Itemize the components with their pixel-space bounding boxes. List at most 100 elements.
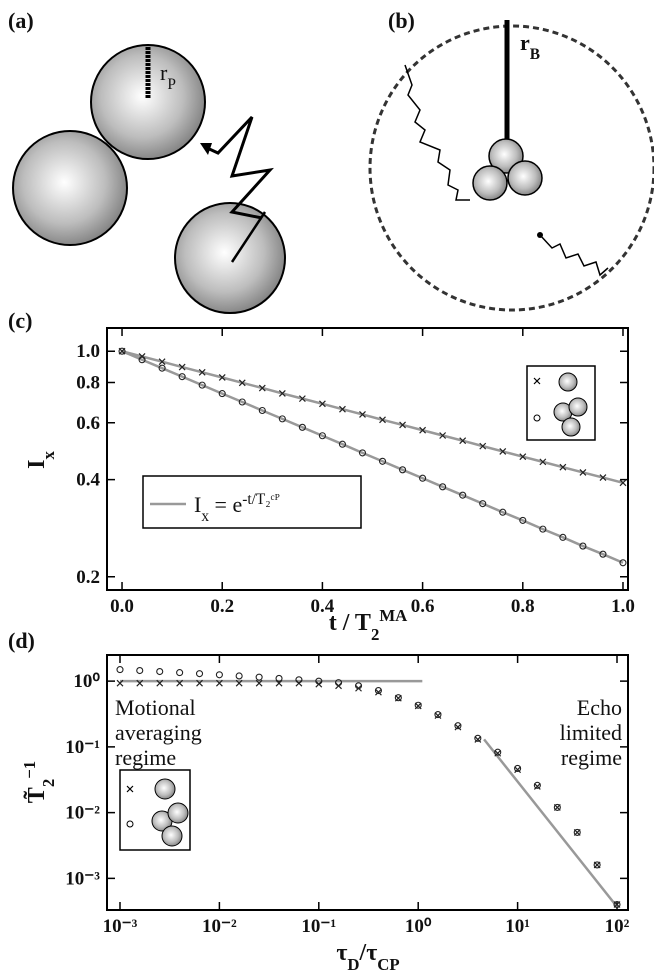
marker-cross <box>156 679 164 687</box>
marker-cross <box>399 421 406 429</box>
marker-circle <box>434 711 442 719</box>
annotation: averaging <box>115 720 202 745</box>
marker-circle <box>298 423 306 431</box>
marker-circle <box>318 432 326 440</box>
label-part: r <box>160 60 168 85</box>
marker-cross <box>375 688 382 696</box>
marker-cross <box>359 410 366 418</box>
marker-circle <box>414 701 422 709</box>
marker-circle <box>394 694 402 702</box>
marker-cross <box>454 723 462 731</box>
marker-circle <box>533 781 541 789</box>
marker-circle <box>258 406 266 415</box>
marker-cross <box>318 400 326 408</box>
marker-cross <box>218 374 226 381</box>
y-tick-label: 10⁻¹ <box>65 737 100 758</box>
legend-box <box>142 475 362 529</box>
label-part: = e <box>209 492 242 517</box>
marker-circle <box>334 679 343 687</box>
y-tick-label: 0.8 <box>76 372 100 393</box>
marker-circle <box>479 500 487 508</box>
y-tick-label: 10⁻² <box>65 803 100 824</box>
y-tick-label: 10⁻³ <box>65 868 100 889</box>
label-part: x <box>201 508 209 525</box>
marker-circle <box>374 686 382 695</box>
x-tick-label: 0.0 <box>110 596 134 617</box>
marker-circle <box>138 356 146 364</box>
marker-circle <box>499 508 507 516</box>
label-part: I <box>194 492 201 517</box>
x-tick-label: 10⁻² <box>202 916 237 937</box>
marker-cross <box>619 479 627 487</box>
marker-circle <box>354 682 363 690</box>
marker-circle <box>215 671 223 679</box>
marker-circle <box>218 390 226 398</box>
marker-circle <box>275 674 283 682</box>
marker-cross <box>439 432 447 439</box>
y-tick-label: 0.4 <box>76 470 100 491</box>
marker-cross <box>494 749 502 757</box>
marker-circle <box>198 381 206 389</box>
marker-cross <box>255 679 263 687</box>
marker-cross <box>178 363 186 371</box>
label-part: B <box>530 46 540 63</box>
panel-label: (c) <box>8 308 32 333</box>
marker-cross <box>339 405 346 413</box>
marker-cross <box>419 426 427 434</box>
marker-circle <box>178 373 186 381</box>
label-part: t / T <box>329 610 371 636</box>
asymptote <box>483 738 618 908</box>
label-part: MA <box>379 606 407 625</box>
marker-cross <box>298 395 306 403</box>
marker-circle <box>156 668 164 676</box>
label-part: I <box>24 460 50 469</box>
fit-line <box>121 349 624 485</box>
marker-circle <box>378 457 387 465</box>
x-tick-label: 0.8 <box>511 596 535 617</box>
marker-circle <box>315 677 323 685</box>
x-tick-label: 1.0 <box>611 596 635 617</box>
x-axis-label: t / T2MA <box>329 606 408 644</box>
marker-cross <box>533 783 541 790</box>
x-tick-label: 10⁻¹ <box>301 916 336 937</box>
marker-circle <box>235 672 243 680</box>
x-axis-label: τD/τCP <box>336 940 399 972</box>
marker-circle <box>176 669 184 677</box>
marker-circle <box>255 673 263 681</box>
label-part: τ <box>336 940 347 966</box>
plot-frame <box>106 654 629 911</box>
label-part: 2 <box>371 625 379 644</box>
marker-cross <box>459 437 467 445</box>
marker-cross <box>215 679 223 687</box>
marker-circle <box>278 415 286 423</box>
marker-cross <box>519 453 527 461</box>
marker-circle <box>599 550 607 558</box>
marker-circle <box>158 364 166 372</box>
marker-cross <box>158 358 166 366</box>
marker-circle <box>539 525 547 533</box>
marker-circle <box>514 764 522 772</box>
label-part: r <box>520 30 530 55</box>
panel-label: (a) <box>8 8 34 33</box>
y-axis-label: Ix <box>24 451 58 469</box>
y-axis-label: T̃2−1 <box>20 761 58 803</box>
label-part: -t/T₂ᶜᴾ <box>242 491 280 508</box>
label-part: 2 <box>39 779 58 787</box>
marker-cross <box>474 735 482 743</box>
marker-circle <box>579 542 587 550</box>
annotation: limited <box>560 720 622 745</box>
plot-frame <box>106 327 629 591</box>
fit-line <box>121 350 624 564</box>
marker-circle <box>593 861 601 869</box>
marker-circle <box>439 483 447 491</box>
annotation: Echo <box>577 695 622 720</box>
annotation: regime <box>115 745 176 770</box>
marker-circle <box>559 533 567 541</box>
panel-label: (b) <box>388 8 415 33</box>
label-part: T̃ <box>24 787 50 803</box>
diagram-b: rB <box>368 20 654 312</box>
annotation: regime <box>561 745 622 770</box>
label-part: /τ <box>359 940 378 966</box>
legend-label: Ix = e-t/T₂ᶜᴾ <box>194 491 280 525</box>
